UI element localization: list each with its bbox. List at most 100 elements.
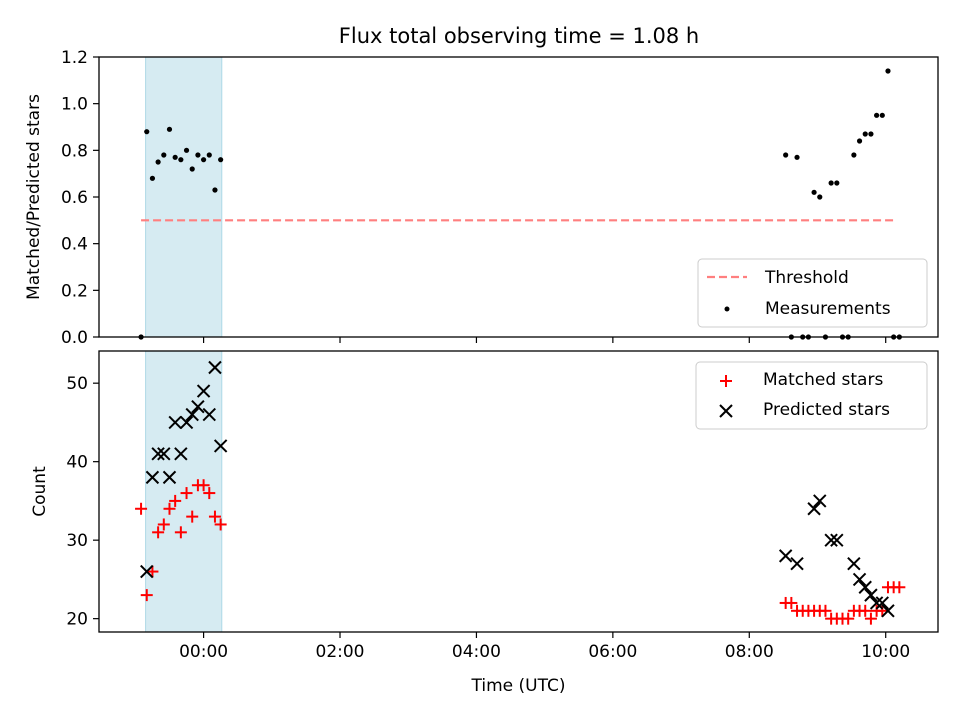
measurement-point (183, 147, 190, 153)
x-tick-label: 02:00 (316, 642, 365, 662)
top-legend-box (697, 258, 928, 328)
predicted-star-marker-b (869, 596, 884, 610)
predicted-star-point (858, 580, 872, 594)
predicted-star-point (875, 596, 890, 610)
predicted-star-point (168, 415, 182, 430)
predicted-star-marker-b (864, 588, 878, 602)
measurement-point (862, 131, 868, 137)
measurement-point (155, 159, 161, 165)
top-panel: 0.0 0.2 0.4 0.6 0.8 1.0 1.2 Matched/Predicted … (24, 48, 939, 348)
measurement-point (828, 180, 834, 186)
matched-star-point (859, 604, 872, 617)
matched-star-point (146, 565, 159, 578)
measurement-point (783, 152, 789, 158)
measurement-point (195, 152, 201, 158)
predicted-star-point (162, 470, 177, 485)
matched-star-point (876, 604, 889, 617)
bottom-legend-box (695, 361, 928, 430)
predicted-star-marker-b (151, 447, 165, 461)
predicted-star-marker-b (790, 557, 804, 571)
predicted-star-point (196, 384, 211, 398)
bottom-y-tick-label: 20 (66, 610, 88, 630)
predicted-star-point (778, 549, 793, 563)
predicted-star-point (813, 494, 827, 508)
top-y-tick-label: 1.2 (61, 48, 88, 68)
predicted-star-point (151, 447, 165, 461)
top-legend: Threshold Measurements (697, 258, 928, 328)
matched-star-point (174, 526, 187, 539)
matched-star-point (893, 581, 906, 594)
bottom-y-ticks: 20 30 40 50 (66, 374, 99, 630)
bottom-legend: Matched stars Predicted stars (695, 361, 928, 430)
predicted-star-point (145, 470, 160, 485)
measurement-point (851, 152, 857, 158)
matched-star-point (169, 494, 182, 507)
predicted-star-marker-b (881, 604, 895, 618)
matched-star-point (197, 479, 210, 492)
measurement-point (874, 112, 880, 118)
top-y-tick-label: 0.2 (61, 281, 88, 301)
predicted-star-point (830, 533, 844, 547)
predicted-star-marker-b (208, 360, 222, 375)
bottom-y-tick-label: 30 (66, 531, 88, 551)
predicted-star-marker-b (847, 557, 861, 571)
top-x-ticks (202, 337, 887, 343)
measurement-point (794, 154, 800, 160)
predicted-star-point (824, 533, 838, 547)
top-y-tick-label: 0.8 (61, 141, 88, 161)
measurement-point (879, 112, 885, 118)
matched-star-point (135, 502, 148, 515)
predicted-star-marker-b (140, 564, 154, 579)
predicted-star-point (864, 588, 878, 602)
predicted-star-point (847, 557, 861, 571)
legend-matched-label: Matched stars (763, 370, 883, 390)
top-shaded-interval (145, 56, 223, 338)
measurement-point (206, 152, 212, 158)
predicted-star-marker-b (852, 572, 867, 587)
predicted-star-marker-b (145, 470, 160, 485)
matched-star-point (180, 487, 193, 500)
predicted-star-point (807, 502, 821, 516)
measurement-point (189, 166, 195, 172)
predicted-star-marker-b (830, 533, 844, 547)
predicted-star-point (179, 415, 194, 430)
matched-star-point (208, 510, 221, 523)
predicted-star-marker-b (824, 533, 838, 547)
predicted-star-point (157, 447, 171, 461)
measurement-points (138, 68, 902, 340)
measurement-point (178, 157, 184, 163)
predicted-star-point (185, 407, 199, 422)
matched-star-point (186, 510, 199, 523)
predicted-star-marker-b (196, 384, 211, 398)
matched-star-point (140, 589, 153, 602)
predicted-star-marker-b (778, 549, 793, 563)
measurement-point (811, 189, 817, 195)
matched-star-point (842, 612, 855, 625)
measurement-point (200, 157, 207, 163)
measurement-point (166, 126, 173, 132)
top-y-axis-label: Matched/Predicted stars (24, 94, 44, 300)
bottom-y-tick-label: 50 (66, 374, 88, 394)
measurement-point (856, 138, 863, 144)
predicted-star-marker-b (191, 400, 205, 414)
x-tick-label: 04:00 (452, 642, 501, 662)
predicted-star-point (790, 557, 804, 571)
predicted-star-marker-b (179, 415, 194, 430)
predicted-star-marker-b (162, 470, 177, 485)
measurement-point (161, 152, 167, 158)
top-y-tick-label: 0.6 (61, 188, 88, 208)
top-y-tick-label: 0.0 (61, 328, 88, 348)
bottom-shaded-interval (145, 350, 223, 633)
measurement-point (218, 157, 224, 163)
predicted-star-point (881, 604, 895, 618)
legend-threshold-label: Threshold (764, 268, 849, 288)
measurement-point (885, 68, 891, 74)
predicted-star-point (869, 596, 884, 610)
predicted-star-point (213, 439, 228, 453)
predicted-star-marker-b (202, 407, 216, 422)
predicted-star-point (174, 447, 188, 461)
legend-measurement-marker (724, 306, 730, 312)
